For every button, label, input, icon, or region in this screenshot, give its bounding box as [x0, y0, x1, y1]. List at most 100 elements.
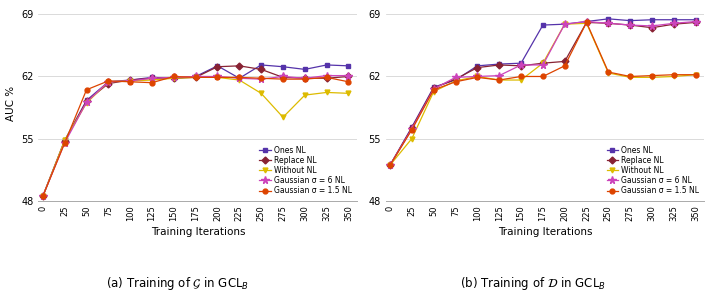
Ones NL	[670, 18, 678, 22]
Line: Gaussian σ = 1.5 NL: Gaussian σ = 1.5 NL	[388, 20, 698, 168]
Gaussian σ = 1.5 NL	[582, 21, 591, 24]
Text: (b) Training of $\mathcal{D}$ in GCL$_B$: (b) Training of $\mathcal{D}$ in GCL$_B$	[459, 275, 606, 292]
Without NL	[235, 78, 244, 82]
Gaussian σ = 1.5 NL	[408, 128, 416, 132]
Gaussian σ = 1.5 NL	[60, 141, 69, 145]
Ones NL	[560, 22, 569, 26]
Line: Without NL: Without NL	[40, 75, 351, 199]
Replace NL	[60, 140, 69, 143]
Line: Replace NL: Replace NL	[40, 63, 351, 199]
Without NL	[452, 79, 460, 83]
Gaussian σ = 6 NL	[473, 75, 481, 78]
Ones NL	[692, 18, 700, 22]
Without NL	[104, 80, 113, 83]
Replace NL	[279, 76, 288, 79]
Replace NL	[452, 77, 460, 81]
Line: Replace NL: Replace NL	[388, 20, 698, 168]
Gaussian σ = 6 NL	[257, 77, 266, 81]
Gaussian σ = 6 NL	[60, 141, 69, 145]
Replace NL	[170, 76, 178, 80]
Gaussian σ = 6 NL	[322, 74, 331, 77]
Y-axis label: AUC %: AUC %	[6, 86, 16, 121]
Replace NL	[257, 68, 266, 71]
Gaussian σ = 1.5 NL	[386, 163, 394, 167]
Without NL	[322, 91, 331, 94]
Gaussian σ = 6 NL	[560, 22, 569, 26]
Line: Ones NL: Ones NL	[40, 63, 351, 199]
Without NL	[473, 75, 481, 78]
Ones NL	[648, 18, 656, 22]
Ones NL	[279, 65, 288, 68]
Gaussian σ = 1.5 NL	[648, 74, 656, 77]
Replace NL	[626, 23, 635, 27]
Replace NL	[126, 78, 134, 82]
Line: Gaussian σ = 6 NL: Gaussian σ = 6 NL	[39, 72, 352, 200]
Without NL	[38, 194, 47, 198]
Gaussian σ = 6 NL	[452, 76, 460, 79]
Gaussian σ = 6 NL	[539, 63, 547, 67]
Replace NL	[386, 163, 394, 167]
Gaussian σ = 1.5 NL	[517, 75, 525, 78]
Gaussian σ = 1.5 NL	[604, 70, 613, 74]
Gaussian σ = 1.5 NL	[126, 80, 134, 83]
Gaussian σ = 1.5 NL	[670, 73, 678, 76]
Gaussian σ = 1.5 NL	[473, 76, 481, 79]
Gaussian σ = 6 NL	[279, 75, 288, 78]
Without NL	[495, 78, 503, 82]
Without NL	[517, 78, 525, 82]
Gaussian σ = 6 NL	[38, 194, 47, 198]
Ones NL	[344, 64, 353, 68]
Gaussian σ = 1.5 NL	[322, 76, 331, 79]
Replace NL	[517, 64, 525, 68]
Without NL	[192, 76, 200, 79]
Gaussian σ = 1.5 NL	[213, 76, 222, 79]
Replace NL	[235, 64, 244, 68]
Text: (a) Training of $\mathcal{G}$ in GCL$_B$: (a) Training of $\mathcal{G}$ in GCL$_B$	[106, 275, 249, 292]
Replace NL	[408, 126, 416, 130]
Without NL	[648, 76, 656, 79]
Gaussian σ = 6 NL	[213, 75, 222, 78]
Without NL	[213, 76, 222, 79]
Without NL	[692, 73, 700, 76]
Replace NL	[300, 76, 309, 80]
Gaussian σ = 6 NL	[604, 22, 613, 25]
Without NL	[604, 71, 613, 75]
Gaussian σ = 1.5 NL	[692, 73, 700, 76]
Without NL	[408, 137, 416, 140]
Ones NL	[82, 99, 91, 102]
Replace NL	[38, 194, 47, 198]
Gaussian σ = 6 NL	[386, 163, 394, 167]
Gaussian σ = 6 NL	[235, 76, 244, 80]
Gaussian σ = 1.5 NL	[235, 76, 244, 79]
Gaussian σ = 6 NL	[148, 76, 156, 80]
Gaussian σ = 1.5 NL	[430, 88, 438, 91]
Gaussian σ = 6 NL	[670, 22, 678, 25]
Gaussian σ = 6 NL	[192, 75, 200, 78]
Gaussian σ = 6 NL	[344, 74, 353, 77]
X-axis label: Training Iterations: Training Iterations	[498, 227, 592, 237]
Gaussian σ = 6 NL	[517, 63, 525, 67]
Ones NL	[386, 163, 394, 167]
Ones NL	[452, 78, 460, 82]
Gaussian σ = 6 NL	[300, 76, 309, 80]
Without NL	[126, 79, 134, 83]
Gaussian σ = 1.5 NL	[495, 78, 503, 82]
Ones NL	[604, 17, 613, 21]
Gaussian σ = 6 NL	[495, 74, 503, 77]
Gaussian σ = 1.5 NL	[300, 77, 309, 81]
Gaussian σ = 6 NL	[170, 76, 178, 79]
Ones NL	[148, 76, 156, 79]
Gaussian σ = 1.5 NL	[104, 79, 113, 83]
Replace NL	[560, 60, 569, 63]
Replace NL	[430, 86, 438, 90]
Replace NL	[539, 61, 547, 65]
Without NL	[148, 78, 156, 82]
Ones NL	[38, 194, 47, 198]
Gaussian σ = 6 NL	[582, 20, 591, 23]
Replace NL	[604, 22, 613, 25]
Without NL	[170, 76, 178, 80]
Gaussian σ = 1.5 NL	[279, 77, 288, 81]
Gaussian σ = 1.5 NL	[452, 80, 460, 83]
Replace NL	[322, 76, 331, 80]
Ones NL	[104, 80, 113, 83]
